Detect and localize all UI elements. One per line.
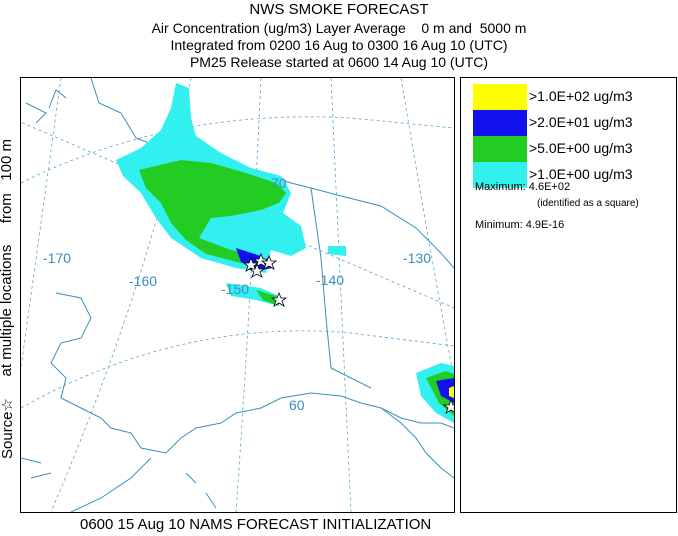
plume-cell-2 [256, 290, 279, 306]
source-star-icon [248, 262, 266, 278]
source-height-label: from 100 m [0, 139, 15, 224]
concentration-legend: >1.0E+02 ug/m3 >2.0E+01 ug/m3 >5.0E+00 u… [460, 77, 677, 513]
source-star-icon [260, 254, 278, 270]
plume-cell-7 [449, 386, 454, 398]
meridian-140 [330, 78, 352, 512]
map-subtitle-concentration: Air Concentration (ug/m3) Layer Average … [151, 20, 527, 36]
west-south-coast [50, 292, 454, 454]
source-label: Source☆ [0, 398, 16, 459]
source-star-icon [242, 256, 260, 272]
legend-item-5: >5.0E+00 ug/m3 [473, 136, 673, 162]
legend-item-20: >2.0E+01 ug/m3 [473, 110, 673, 136]
legend-label: >2.0E+01 ug/m3 [529, 114, 633, 130]
legend-swatch-yellow [473, 84, 527, 110]
panhandle-coast [380, 407, 454, 479]
map-subtitle-integration: Integrated from 0200 16 Aug to 0300 16 A… [170, 37, 508, 53]
legend-swatch-blue [473, 110, 527, 136]
legend-item-100: >1.0E+02 ug/m3 [473, 84, 673, 110]
source-side-label: Source☆ at multiple locations from 100 m [0, 139, 18, 459]
legend-item-1: >1.0E+00 ug/m3 [473, 162, 673, 188]
alaska-canada-border [310, 187, 372, 389]
source-star-icon [270, 291, 288, 307]
map-subtitle-release: PM25 Release started at 0600 14 Aug 10 (… [189, 54, 489, 70]
kodiak-coast [185, 472, 217, 509]
legend-label: >5.0E+00 ug/m3 [529, 140, 633, 156]
legend-label: >1.0E+00 ug/m3 [529, 166, 633, 182]
legend-swatch-green [473, 136, 527, 162]
legend-swatch-cyan [473, 162, 527, 188]
alaska-peninsula-coast [70, 457, 152, 512]
lon-label-170: -170 [43, 250, 71, 266]
maximum-note: (identified as a square) [537, 198, 639, 209]
minimum-value: Minimum: 4.9E-16 [475, 219, 565, 231]
smoke-plume [116, 83, 454, 423]
source-stars [242, 252, 454, 414]
map-title: NWS SMOKE FORECAST [249, 1, 429, 18]
lat-label-60: 60 [289, 397, 305, 413]
arctic-islands-coast [25, 89, 67, 124]
map-canvas: -170 -160 -150 -140 -130 60 70 [21, 78, 454, 512]
islands-coast [21, 457, 52, 479]
plume-contour-5 [139, 160, 286, 268]
lat-label-70: 70 [271, 175, 287, 191]
source-star-icon [252, 252, 270, 268]
meridian-175 [21, 78, 62, 371]
source-star-icon [442, 398, 454, 414]
lon-label-150: -150 [221, 281, 249, 297]
plume-cell-3 [328, 246, 346, 256]
lon-label-160: -160 [129, 273, 157, 289]
smoke-map: -170 -160 -150 -140 -130 60 70 [20, 77, 455, 513]
meridian-130 [400, 78, 454, 379]
forecast-initialization: 0600 15 Aug 10 NAMS FORECAST INITIALIZAT… [80, 516, 432, 533]
plume-cell-6 [436, 378, 454, 403]
source-locations-label: at multiple locations [0, 244, 15, 377]
legend-label: >1.0E+02 ug/m3 [529, 88, 633, 104]
lon-label-140: -140 [316, 272, 344, 288]
maximum-value: Maximum: 4.6E+02 [475, 181, 571, 193]
parallel-60 [21, 330, 454, 409]
lon-label-130: -130 [403, 250, 431, 266]
